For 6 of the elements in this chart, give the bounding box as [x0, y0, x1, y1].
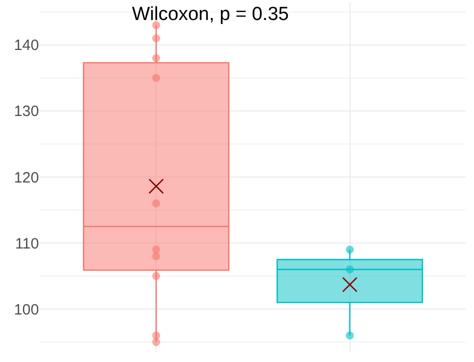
annotation: Wilcoxon, p = 0.35: [132, 4, 289, 25]
y-tick-label: 140: [14, 37, 39, 54]
y-tick-label: 120: [14, 169, 39, 186]
y-tick-label: 110: [15, 235, 39, 252]
y-tick-label: 100: [14, 301, 39, 318]
y-tick-label: 130: [14, 103, 39, 120]
